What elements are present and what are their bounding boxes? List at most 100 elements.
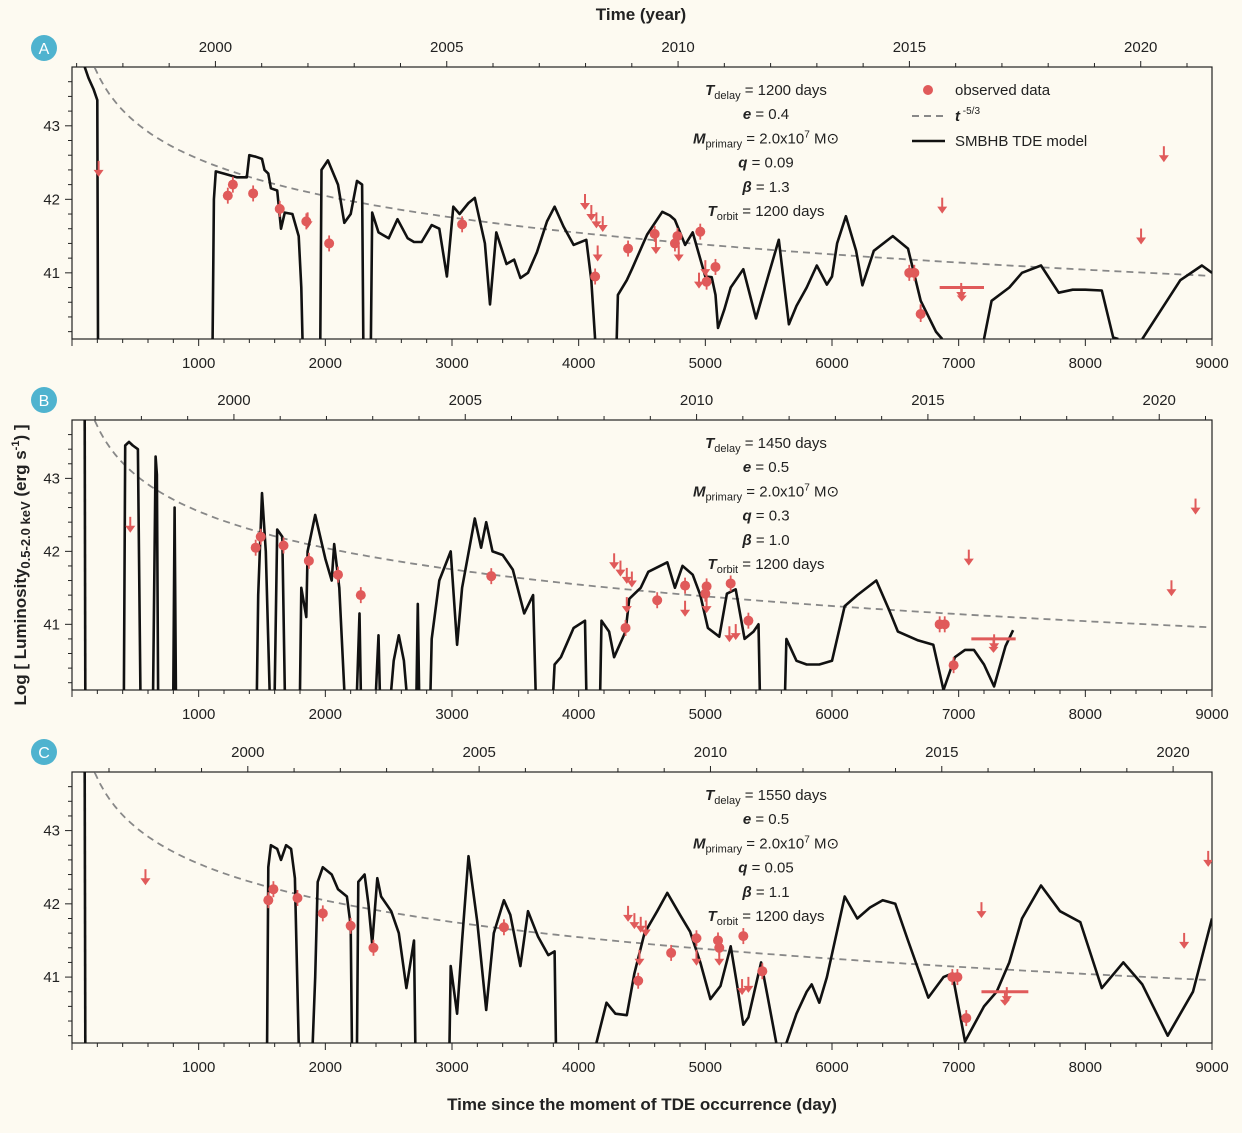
upper-limit-arrow (640, 929, 651, 937)
plot-frame (71, 419, 1213, 691)
x-tick-label: 2000 (309, 706, 342, 723)
model-line (982, 264, 1119, 339)
upper-limit-arrow (626, 580, 637, 588)
panel-badge-label: C (38, 745, 50, 762)
observed-point (649, 228, 660, 239)
observed-point (368, 942, 379, 953)
observed-point (691, 933, 702, 944)
legend-observed-label: observed data (955, 82, 1051, 99)
model-parameter: β = 1.1 (741, 884, 789, 901)
year-tick-label: 2000 (217, 392, 250, 409)
upper-limit-arrow (650, 247, 661, 255)
upper-limit-arrow (673, 254, 684, 262)
upper-limit-arrow (937, 206, 948, 214)
x-tick-label: 4000 (562, 355, 595, 372)
upper-limit-arrow (743, 985, 754, 993)
model-parameter: Torbit = 1200 days (708, 203, 825, 223)
x-tick-label: 1000 (182, 706, 215, 723)
plot-frame (71, 771, 1213, 1044)
model-line (83, 420, 87, 690)
top-axis-title: Time (year) (596, 5, 686, 24)
model-parameter: β = 1.3 (741, 179, 789, 196)
x-tick-label: 9000 (1195, 1059, 1228, 1076)
model-parameter: Torbit = 1200 days (708, 556, 825, 576)
observed-point (222, 190, 233, 201)
panel-badge (31, 35, 57, 61)
upper-limit-arrow (1203, 859, 1212, 867)
year-tick-label: 2015 (925, 744, 958, 761)
observed-point (278, 540, 289, 551)
model-parameter: β = 1.0 (741, 532, 789, 549)
year-tick-label: 2005 (462, 744, 495, 761)
y-tick-label: 41 (43, 616, 60, 633)
year-tick-label: 2005 (449, 392, 482, 409)
observed-point (757, 966, 768, 977)
upper-limit-arrow (1166, 589, 1177, 597)
y-tick-label: 43 (43, 470, 60, 487)
x-tick-label: 4000 (562, 1059, 595, 1076)
model-line (429, 517, 537, 690)
powerlaw-curve (93, 67, 1210, 277)
model-line (389, 633, 408, 690)
upper-limit-arrow (635, 925, 646, 933)
upper-limit-arrow (989, 643, 1000, 651)
upper-limit-arrow (680, 609, 691, 617)
x-tick-label: 3000 (435, 355, 468, 372)
upper-limit-arrow (976, 911, 987, 919)
model-line (83, 67, 100, 339)
powerlaw-curve (93, 772, 1210, 981)
upper-limit-arrow (1136, 237, 1147, 245)
upper-limit-arrow (1001, 996, 1012, 1004)
model-line (151, 455, 160, 690)
observed-point (695, 226, 706, 237)
observed-point (303, 555, 314, 566)
x-tick-label: 1000 (182, 1059, 215, 1076)
upper-limit-arrow (691, 958, 702, 966)
observed-point (743, 615, 754, 626)
observed-point (498, 922, 509, 933)
x-tick-label: 6000 (815, 355, 848, 372)
model-line (265, 843, 300, 1043)
upper-limit-arrow (609, 562, 620, 570)
observed-point (333, 569, 343, 580)
year-tick-label: 2000 (199, 39, 232, 56)
observed-point (701, 276, 712, 287)
model-line (552, 619, 588, 690)
model-parameter: q = 0.3 (742, 508, 789, 525)
model-line (598, 560, 762, 690)
x-tick-label: 3000 (435, 706, 468, 723)
observed-point (701, 581, 712, 592)
x-tick-label: 2000 (309, 1059, 342, 1076)
upper-limit-arrow (737, 988, 748, 996)
year-tick-label: 2015 (893, 39, 926, 56)
observed-hbar-arrow-head (988, 646, 999, 653)
observed-point (680, 580, 691, 591)
panel-badge (31, 387, 57, 413)
y-tick-label: 42 (43, 191, 60, 208)
y-tick-label: 41 (43, 265, 60, 282)
year-tick-label: 2010 (661, 39, 694, 56)
x-tick-label: 7000 (942, 355, 975, 372)
upper-limit-arrow (1179, 941, 1190, 949)
observed-point (725, 578, 736, 589)
observed-point (590, 271, 601, 282)
plot-area (83, 772, 1212, 1043)
observed-point (623, 243, 634, 254)
upper-limit-arrow (597, 225, 608, 233)
observed-point (666, 947, 677, 958)
model-line (369, 196, 597, 339)
observed-point (263, 895, 274, 906)
year-tick-label: 2015 (911, 392, 944, 409)
observed-point (227, 179, 238, 190)
upper-limit-arrow (621, 606, 632, 614)
upper-limit-arrow (615, 569, 626, 577)
model-line (83, 772, 87, 1043)
upper-limit-arrow (591, 221, 602, 229)
x-tick-label: 6000 (815, 706, 848, 723)
upper-limit-arrow (93, 169, 104, 177)
upper-limit-arrow (125, 525, 136, 533)
upper-limit-arrow (302, 221, 313, 229)
observed-point (248, 188, 259, 199)
observed-point (939, 619, 950, 630)
model-line (298, 513, 346, 690)
